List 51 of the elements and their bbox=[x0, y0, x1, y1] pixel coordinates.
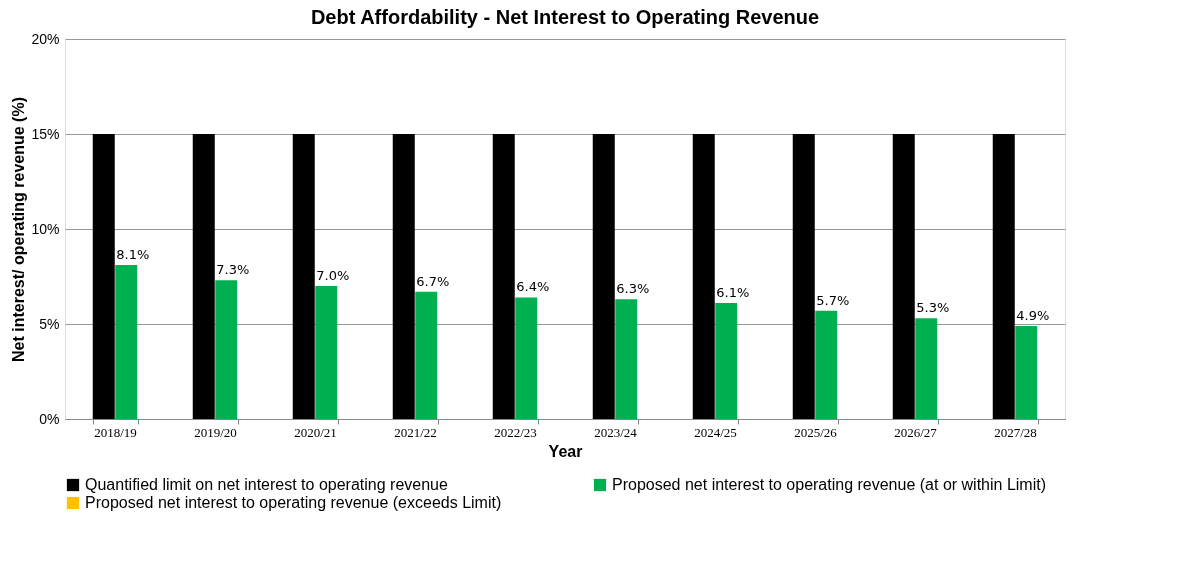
x-tick-label: 2022/23 bbox=[494, 424, 537, 440]
legend-label: Proposed net interest to operating revenue (exceeds Limit) bbox=[85, 494, 502, 511]
x-tick-label: 2023/24 bbox=[594, 424, 638, 440]
data-label: 7.3% bbox=[216, 262, 250, 278]
bar bbox=[592, 134, 615, 419]
data-label: 8.1% bbox=[116, 247, 150, 263]
data-label: 7.0% bbox=[316, 268, 350, 283]
data-label: 6.4% bbox=[516, 279, 550, 295]
x-tick-label: 2019/20 bbox=[194, 424, 237, 440]
x-tick-label: 2021/22 bbox=[394, 424, 437, 440]
bar bbox=[92, 134, 115, 419]
bar bbox=[915, 318, 938, 419]
x-tick-label: 2027/28 bbox=[994, 424, 1037, 440]
y-tick-label: 20% bbox=[31, 30, 60, 47]
chart-title: Debt Affordability - Net Interest to Operating Revenue bbox=[310, 6, 820, 28]
x-tick-label: 2026/27 bbox=[894, 424, 938, 440]
y-tick-label: 5% bbox=[39, 315, 60, 332]
bar bbox=[992, 134, 1015, 419]
x-tick-label: 2020/21 bbox=[294, 424, 337, 440]
bar bbox=[192, 134, 215, 419]
bar bbox=[815, 310, 838, 419]
x-axis-title: Year bbox=[548, 442, 583, 460]
data-label: 6.3% bbox=[616, 281, 650, 297]
bar bbox=[415, 291, 438, 419]
legend-label: Proposed net interest to operating revenue (at or within Limit) bbox=[612, 476, 1047, 493]
x-tick-label: 2025/26 bbox=[794, 424, 838, 440]
bar bbox=[892, 134, 915, 419]
bar bbox=[792, 134, 815, 419]
bar bbox=[392, 134, 415, 419]
bar bbox=[115, 265, 138, 419]
bar bbox=[515, 297, 538, 419]
y-tick-label: 0% bbox=[39, 410, 60, 427]
bar bbox=[292, 134, 315, 419]
x-tick-label: 2018/19 bbox=[94, 424, 137, 440]
y-axis-title: Net interest/ operating revenue (%) bbox=[10, 97, 28, 362]
data-label: 5.3% bbox=[916, 300, 950, 316]
x-tick-label: 2024/25 bbox=[694, 424, 737, 440]
data-label: 5.7% bbox=[816, 292, 850, 308]
y-tick-label: 10% bbox=[31, 220, 60, 237]
bar bbox=[615, 299, 638, 419]
data-label: 6.7% bbox=[416, 273, 450, 289]
bar bbox=[315, 286, 338, 419]
legend-label: Quantified limit on net interest to operating revenue bbox=[85, 476, 448, 493]
data-label: 4.9% bbox=[1016, 307, 1050, 323]
data-label: 6.1% bbox=[716, 285, 750, 301]
bar bbox=[692, 134, 715, 419]
bar bbox=[215, 280, 238, 419]
bar bbox=[1015, 325, 1038, 419]
bar bbox=[715, 303, 738, 419]
bar bbox=[492, 134, 515, 419]
y-tick-label: 15% bbox=[31, 125, 60, 142]
